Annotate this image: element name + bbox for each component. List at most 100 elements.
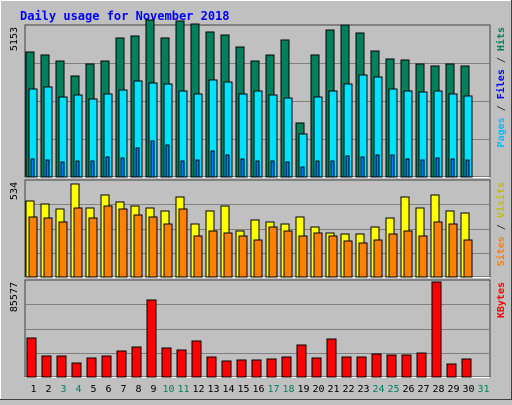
bar-pages-5: [90, 160, 95, 178]
side-label-part: /: [496, 51, 507, 69]
bar-pages-2: [45, 159, 50, 178]
bar-sites-22: [343, 240, 353, 278]
x-label-10: 10: [162, 384, 174, 395]
bar-kbytes-15: [236, 359, 247, 378]
x-label-12: 12: [192, 384, 204, 395]
panels: 5153 Pages / Files / Hits 534 Sites / Visit…: [9, 19, 507, 378]
x-label-5: 5: [90, 384, 96, 395]
bar-sites-14: [223, 232, 233, 278]
bar-sites-29: [448, 223, 458, 278]
bar-sites-28: [433, 221, 443, 278]
side-label-part: /: [496, 99, 507, 117]
bar-sites-20: [313, 232, 323, 278]
bar-sites-8: [133, 214, 143, 278]
bar-kbytes-12: [191, 340, 202, 378]
bar-pages-26: [405, 158, 410, 178]
bar-kbytes-27: [416, 352, 427, 378]
bar-pages-22: [345, 155, 350, 178]
bar-pages-6: [105, 156, 110, 178]
x-label-30: 30: [462, 384, 474, 395]
x-label-23: 23: [357, 384, 369, 395]
x-label-14: 14: [222, 384, 234, 395]
bar-pages-3: [60, 161, 65, 178]
x-label-21: 21: [327, 384, 339, 395]
bar-sites-4: [73, 207, 83, 278]
x-label-28: 28: [432, 384, 444, 395]
bar-pages-13: [210, 150, 215, 178]
bar-kbytes-30: [461, 358, 472, 378]
side-label-part: Sites: [495, 236, 507, 266]
bar-sites-13: [208, 230, 218, 278]
bar-kbytes-4: [71, 362, 82, 378]
bar-sites-7: [118, 208, 128, 278]
series-side-label: Sites / Visits: [495, 182, 507, 266]
x-label-15: 15: [237, 384, 249, 395]
bar-kbytes-3: [56, 355, 67, 378]
x-label-13: 13: [207, 384, 219, 395]
x-label-20: 20: [312, 384, 324, 395]
bar-kbytes-26: [401, 354, 412, 378]
bar-pages-11: [180, 160, 185, 178]
bar-kbytes-23: [356, 356, 367, 378]
x-label-1: 1: [30, 384, 36, 395]
series-side-label: Pages / Files / Hits: [495, 27, 507, 147]
y-max-label: 5153: [9, 27, 20, 51]
bar-pages-16: [255, 160, 260, 178]
panel-hits-files-pages: 5153 Pages / Files / Hits: [9, 19, 507, 178]
bar-sites-15: [238, 235, 248, 278]
bar-sites-24: [373, 239, 383, 278]
bar-sites-12: [193, 235, 203, 278]
bar-pages-1: [30, 158, 35, 178]
bar-pages-28: [435, 157, 440, 178]
bar-pages-7: [120, 157, 125, 178]
bar-kbytes-20: [311, 357, 322, 378]
bar-kbytes-19: [296, 344, 307, 378]
side-label-part: KBytes: [496, 282, 507, 318]
bar-kbytes-6: [101, 355, 112, 378]
bar-pages-18: [285, 161, 290, 178]
x-label-3: 3: [60, 384, 66, 395]
bar-sites-6: [103, 205, 113, 278]
x-label-18: 18: [282, 384, 294, 395]
bar-sites-27: [418, 235, 428, 278]
bar-kbytes-22: [341, 356, 352, 378]
bar-sites-1: [28, 216, 38, 278]
bar-pages-15: [240, 158, 245, 178]
x-label-27: 27: [417, 384, 429, 395]
bar-pages-27: [420, 159, 425, 178]
y-max-label: 534: [9, 182, 20, 200]
bar-kbytes-21: [326, 338, 337, 378]
bar-sites-11: [178, 208, 188, 278]
bar-kbytes-8: [131, 346, 142, 378]
bar-sites-3: [58, 221, 68, 278]
bar-sites-26: [403, 230, 413, 278]
bar-pages-19: [300, 166, 305, 178]
bar-kbytes-16: [251, 359, 262, 378]
bar-kbytes-28: [431, 281, 442, 378]
bar-sites-18: [283, 230, 293, 278]
x-label-17: 17: [267, 384, 279, 395]
side-label-part: Hits: [495, 27, 507, 51]
bar-sites-10: [163, 223, 173, 278]
bar-kbytes-10: [161, 347, 172, 378]
bar-sites-17: [268, 226, 278, 278]
bar-kbytes-7: [116, 350, 127, 378]
bar-kbytes-2: [41, 355, 52, 378]
bar-pages-10: [165, 144, 170, 178]
bar-pages-29: [450, 158, 455, 178]
x-label-16: 16: [252, 384, 264, 395]
bar-sites-21: [328, 235, 338, 278]
bar-sites-23: [358, 242, 368, 278]
x-axis-labels: 1 2 3 4 5 6 7 8 9 10 11 12 13 14 15 16 17 18 19 20 21 22 23 24 2…: [30, 384, 489, 395]
side-label-part: Visits: [495, 182, 507, 218]
side-label-part: /: [496, 218, 507, 236]
bar-pages-20: [315, 160, 320, 178]
bar-kbytes-25: [386, 354, 397, 378]
bar-pages-21: [330, 160, 335, 178]
bar-kbytes-14: [221, 360, 232, 378]
x-label-9: 9: [150, 384, 156, 395]
bar-kbytes-13: [206, 356, 217, 378]
panel-kbytes: 85577 KBytes: [9, 279, 507, 378]
